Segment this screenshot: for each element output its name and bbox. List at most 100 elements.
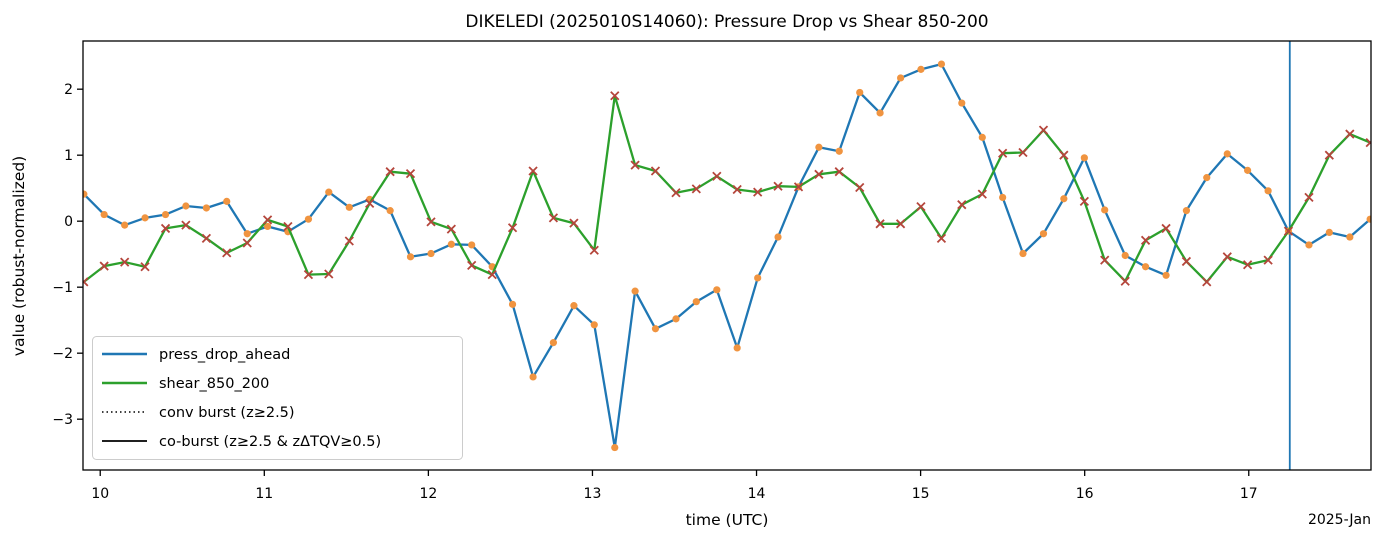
data-point-marker [140, 262, 150, 272]
x-tick-label: 14 [748, 486, 766, 502]
data-point-marker [793, 182, 804, 192]
data-point-marker [957, 200, 967, 210]
data-point-marker [712, 171, 722, 181]
y-tick-label: −1 [52, 280, 73, 296]
data-point-marker [1283, 226, 1294, 236]
data-point-marker [978, 133, 986, 141]
y-tick-label: 1 [64, 148, 73, 164]
data-point-marker [427, 249, 435, 258]
data-point-marker [447, 240, 455, 248]
data-point-marker [1264, 187, 1272, 195]
data-point-marker [161, 210, 170, 219]
data-point-marker [998, 148, 1008, 158]
data-point-marker [304, 215, 313, 223]
data-point-marker [120, 257, 130, 267]
data-point-marker [834, 167, 844, 177]
plot-frame [82, 40, 1372, 471]
data-point-marker [1244, 166, 1252, 174]
data-point-marker [1060, 195, 1068, 203]
data-point-marker [855, 182, 865, 193]
data-point-marker [895, 219, 906, 229]
data-point-marker [977, 189, 987, 199]
data-point-marker [733, 344, 741, 352]
data-point-marker [814, 169, 824, 179]
data-point-marker [1305, 241, 1313, 249]
x-tick-label: 11 [255, 486, 273, 502]
x-tick-label: 15 [912, 486, 930, 502]
x-tick-label: 10 [91, 486, 109, 502]
data-point-marker [876, 109, 884, 117]
data-point-marker [1140, 235, 1151, 245]
data-point-marker [651, 325, 660, 333]
data-point-marker [590, 321, 598, 329]
data-point-marker [344, 236, 354, 246]
data-point-marker [242, 238, 252, 248]
data-point-marker [1100, 255, 1110, 265]
data-point-marker [345, 203, 353, 211]
data-point-marker [549, 339, 558, 347]
data-point-marker [141, 214, 149, 222]
data-point-marker [100, 210, 108, 219]
data-point-marker [774, 233, 782, 241]
data-point-marker [672, 315, 680, 323]
data-point-marker [754, 274, 762, 282]
data-point-marker [1345, 129, 1355, 139]
data-point-marker [875, 219, 885, 229]
data-point-marker [325, 188, 333, 196]
data-point-marker [468, 241, 476, 249]
data-point-marker [365, 198, 375, 208]
data-point-marker [507, 223, 518, 233]
data-point-marker [1223, 150, 1231, 158]
x-tick-label: 17 [1240, 486, 1258, 502]
data-point-marker [83, 277, 89, 287]
series-markers-shear_850_200 [83, 91, 1371, 287]
data-point-marker [732, 184, 742, 195]
data-point-marker [263, 222, 272, 231]
data-point-marker [936, 233, 947, 243]
y-tick-label: −3 [52, 412, 73, 428]
data-point-marker [999, 193, 1007, 202]
data-point-marker [1038, 125, 1049, 135]
x-tick-label: 13 [584, 486, 602, 502]
data-point-marker [548, 213, 559, 223]
data-point-marker [1365, 138, 1371, 148]
legend-label-conv-burst: conv burst (z≥2.5) [159, 405, 295, 421]
data-point-marker [1182, 207, 1191, 215]
data-point-marker [753, 187, 763, 197]
data-point-marker [1242, 260, 1253, 270]
legend-label-shear: shear_850_200 [159, 376, 269, 392]
data-point-marker [856, 88, 864, 97]
data-point-marker [917, 65, 925, 73]
x-axis-label: time (UTC) [686, 511, 769, 529]
data-point-marker [405, 169, 416, 179]
x-tick-label: 12 [419, 486, 437, 502]
data-point-marker [570, 302, 578, 310]
data-point-marker [1202, 277, 1212, 287]
data-point-marker [487, 270, 497, 280]
data-point-marker [1039, 230, 1048, 238]
legend-label-press-drop: press_drop_ahead [159, 347, 290, 363]
chart-title: DIKELEDI (2025010S14060): Pressure Drop … [465, 12, 988, 32]
data-point-marker [1079, 196, 1089, 207]
data-point-marker [1101, 206, 1109, 214]
data-point-marker [1263, 255, 1273, 265]
data-point-marker [1325, 228, 1333, 236]
data-point-marker [201, 233, 212, 243]
data-point-marker [1059, 150, 1069, 160]
data-point-marker [610, 91, 620, 101]
series-line-shear_850_200 [83, 94, 1371, 284]
data-point-marker [467, 260, 477, 271]
data-point-marker [1346, 233, 1354, 241]
data-point-marker [243, 230, 251, 238]
data-point-marker [1366, 215, 1371, 223]
y-tick-label: 0 [64, 214, 73, 230]
data-point-marker [1203, 174, 1211, 182]
x-axis-offset-label: 2025-Jan [1308, 512, 1371, 528]
data-point-marker [958, 99, 966, 107]
data-point-marker [1018, 147, 1028, 158]
data-point-marker [691, 184, 701, 194]
data-point-marker [222, 248, 232, 258]
data-point-marker [262, 215, 273, 225]
